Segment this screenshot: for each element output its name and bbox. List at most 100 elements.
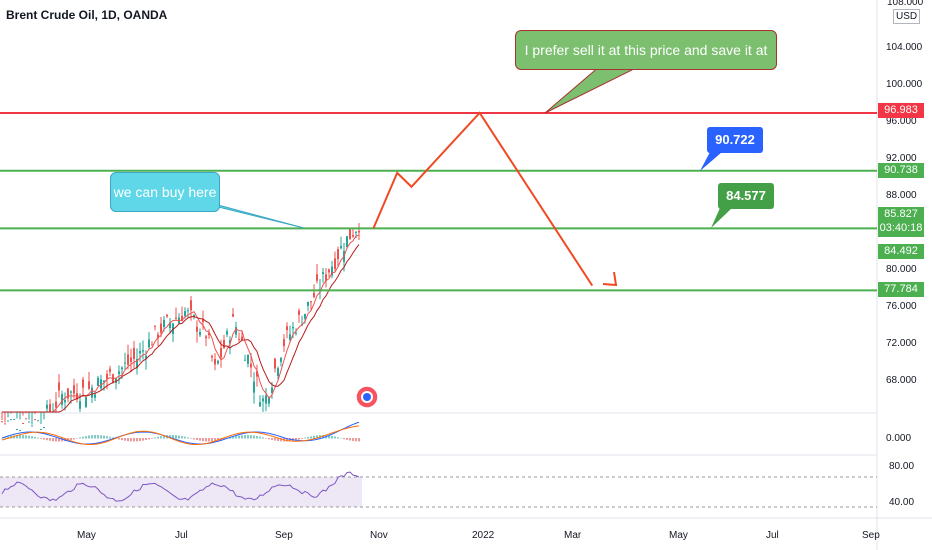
time-tick-label: Mar [564, 530, 582, 541]
candle-body [235, 327, 237, 335]
candle-body [214, 359, 216, 365]
macd-histogram-bar [4, 437, 6, 439]
projection-arrowhead [602, 271, 618, 287]
candle-body [40, 428, 42, 430]
price-tag-90738: 90.738 [878, 163, 924, 178]
candle-body [37, 420, 39, 422]
candle-body [58, 382, 60, 391]
candle-body [217, 360, 219, 364]
candle-body [22, 422, 24, 424]
candle-body [76, 393, 78, 400]
candle-body [232, 314, 234, 317]
candle-body [61, 394, 63, 405]
candle-body [247, 354, 249, 364]
candle-body [97, 377, 99, 386]
macd-histogram-bar [70, 438, 72, 441]
candle-body [331, 266, 333, 276]
candle-body [307, 301, 309, 306]
candle-body [7, 420, 9, 422]
candle-body [175, 317, 177, 319]
macd-histogram-bar [16, 435, 18, 439]
macd-histogram-bar [256, 435, 258, 439]
candle-body [205, 336, 207, 339]
candle-body [106, 373, 108, 380]
candle-body [340, 246, 342, 249]
candle-body [136, 358, 138, 369]
macd-histogram-bar [178, 435, 180, 439]
time-tick-label: 2022 [472, 530, 495, 541]
macd-histogram-bar [121, 438, 123, 441]
price-tick-label: 96.000 [886, 116, 917, 128]
macd-histogram-bar [148, 438, 150, 440]
macd-histogram-bar [304, 437, 306, 439]
price-tick-top: 108.000 [887, 0, 924, 8]
macd-histogram-bar [262, 437, 264, 439]
candle-body [157, 334, 159, 339]
macd-histogram-bar [214, 438, 216, 442]
macd-histogram-bar [43, 438, 45, 440]
candle-body [226, 331, 228, 335]
macd-histogram-bar [85, 436, 87, 439]
macd-histogram-bar [139, 438, 141, 442]
macd-histogram-bar [247, 435, 249, 439]
macd-histogram-bar [259, 436, 261, 439]
macd-histogram-bar [277, 438, 279, 442]
price-tick-label: 68.000 [886, 374, 917, 386]
macd-histogram-bar [100, 435, 102, 439]
candle-body [34, 419, 36, 421]
price-label-blue[interactable]: 90.722 [707, 127, 763, 153]
candle-body [25, 418, 27, 420]
candle-body [64, 400, 66, 403]
macd-histogram-bar [355, 438, 357, 442]
buy-callout[interactable]: we can buy here [110, 172, 220, 212]
macd-histogram-bar [241, 435, 243, 439]
macd-histogram-bar [91, 435, 93, 439]
us-flag-icon-core [363, 393, 371, 401]
candle-body [139, 350, 141, 354]
candle-body [130, 357, 132, 362]
macd-histogram-bar [244, 435, 246, 439]
candle-body [292, 326, 294, 329]
macd-histogram-bar [280, 438, 282, 442]
candle-body [265, 395, 267, 404]
macd-histogram-bar [37, 437, 39, 439]
candle-body [328, 269, 330, 273]
macd-histogram-bar [328, 435, 330, 439]
macd-histogram-bar [7, 436, 9, 439]
price-tag-96983: 96.983 [878, 103, 924, 118]
macd-histogram-bar [340, 437, 342, 439]
projection-path[interactable] [372, 111, 594, 287]
candle-body [121, 367, 123, 370]
macd-histogram-bar [295, 438, 297, 441]
macd-histogram-bar [61, 438, 63, 442]
price-label-green[interactable]: 84.577 [718, 183, 774, 209]
macd-histogram-bar [28, 435, 30, 439]
macd-histogram-bar [250, 435, 252, 439]
candle-body [358, 230, 360, 233]
candle-body [184, 311, 186, 317]
macd-line [1, 421, 360, 445]
candle-body [310, 301, 312, 303]
macd-histogram-bar [286, 438, 288, 442]
sell-callout-pointer [544, 65, 641, 114]
candle-body [169, 322, 171, 329]
macd-histogram-bar [346, 438, 348, 440]
currency-badge[interactable]: USD [893, 9, 921, 24]
candle-body [28, 421, 30, 423]
macd-histogram-bar [142, 438, 144, 441]
candle-body [346, 236, 348, 248]
candle-body [100, 379, 102, 389]
candle-body [67, 388, 69, 399]
macd-histogram-bar [88, 435, 90, 439]
sell-callout[interactable]: I prefer sell it at this price and save … [515, 30, 777, 96]
candle-body [211, 355, 213, 358]
macd-histogram-bar [13, 435, 15, 439]
candle-body [253, 381, 255, 393]
candle-body [337, 249, 339, 260]
macd-histogram-bar [25, 435, 27, 439]
candle-body [250, 363, 252, 368]
macd-histogram-bar [238, 435, 240, 439]
candle-body [163, 319, 165, 327]
candle-body [88, 381, 90, 389]
